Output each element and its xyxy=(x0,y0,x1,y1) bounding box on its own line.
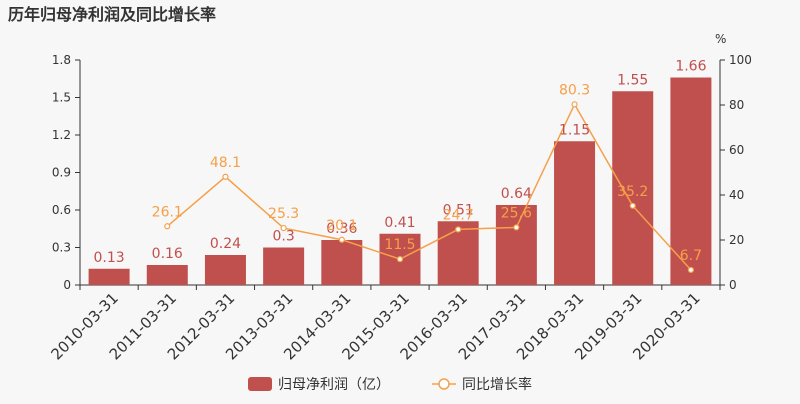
bar xyxy=(204,255,246,285)
growth-value-label: 35.2 xyxy=(617,184,648,200)
legend-bar-swatch xyxy=(248,377,272,391)
chart-title: 历年归母净利润及同比增长率 xyxy=(8,5,216,24)
growth-value-label: 20.1 xyxy=(326,218,357,234)
bar-value-label: 0.51 xyxy=(443,202,474,218)
bar xyxy=(321,240,363,285)
labels-group: 0.13 0.16 0.24 0.3 0.36 0.41 0.51 0.64 1.15 1.55 1… xyxy=(94,59,707,266)
bar xyxy=(670,77,712,285)
left-axis-tick-label: 1.8 xyxy=(52,53,71,67)
legend: 归母净利润（亿） 同比增长率 xyxy=(248,376,532,393)
bar-value-label: 0.16 xyxy=(152,246,183,262)
bar-value-label: 0.41 xyxy=(384,215,415,231)
legend-line-marker xyxy=(438,378,450,390)
growth-point xyxy=(338,236,345,243)
bar xyxy=(495,205,537,285)
growth-value-label: 25.6 xyxy=(501,205,532,221)
growth-point xyxy=(455,226,462,233)
bar-value-label: 1.15 xyxy=(559,122,590,138)
growth-point xyxy=(571,101,578,108)
growth-value-label: 48.1 xyxy=(210,155,241,171)
bar xyxy=(263,247,305,285)
growth-point xyxy=(687,266,695,274)
right-axis-unit: % xyxy=(715,32,726,46)
growth-point xyxy=(513,224,520,231)
left-axis-tick-label: 0.3 xyxy=(52,241,71,255)
growth-point xyxy=(629,202,636,209)
bar-value-label: 0.36 xyxy=(326,221,357,237)
bar-value-label: 1.55 xyxy=(617,72,648,88)
bar xyxy=(88,268,130,285)
line-group xyxy=(164,101,695,274)
growth-line xyxy=(166,102,692,271)
growth-value-label: 24.7 xyxy=(443,207,474,223)
right-axis-tick-label: 0 xyxy=(729,278,737,292)
bars-group xyxy=(88,77,712,285)
right-axis-tick-label: 60 xyxy=(729,143,744,157)
left-axis-tick-label: 1.2 xyxy=(52,128,71,142)
growth-point xyxy=(222,173,229,180)
right-axis-tick-label: 20 xyxy=(729,233,744,247)
growth-point xyxy=(164,223,171,230)
bar-value-label: 0.24 xyxy=(210,236,241,252)
bar xyxy=(554,141,596,285)
growth-value-label: 11.5 xyxy=(384,237,415,253)
left-axis-tick-label: 1.5 xyxy=(52,91,71,105)
right-axis-tick-label: 40 xyxy=(729,188,744,202)
growth-point xyxy=(280,224,287,232)
bar-value-label: 0.13 xyxy=(94,250,125,266)
growth-value-label: 25.3 xyxy=(268,206,299,222)
growth-value-label: 26.1 xyxy=(152,204,183,220)
bar-value-label: 0.64 xyxy=(501,186,532,202)
growth-point xyxy=(396,256,404,263)
bar-value-label: 1.66 xyxy=(675,59,706,75)
growth-value-label: 80.3 xyxy=(559,82,590,98)
right-axis-tick-label: 80 xyxy=(729,98,744,112)
legend-line-label: 同比增长率 xyxy=(462,376,532,393)
left-axis-tick-label: 0.9 xyxy=(52,166,71,180)
left-axis-tick-label: 0.6 xyxy=(52,203,71,217)
right-axis-tick-label: 100 xyxy=(729,53,752,67)
legend-bar-label: 归母净利润（亿） xyxy=(278,376,390,393)
bar xyxy=(612,91,654,285)
growth-value-label: 6.7 xyxy=(680,248,702,264)
left-axis-tick-label: 0 xyxy=(63,278,71,292)
bar xyxy=(146,265,188,285)
bar-value-label: 0.3 xyxy=(273,229,295,245)
